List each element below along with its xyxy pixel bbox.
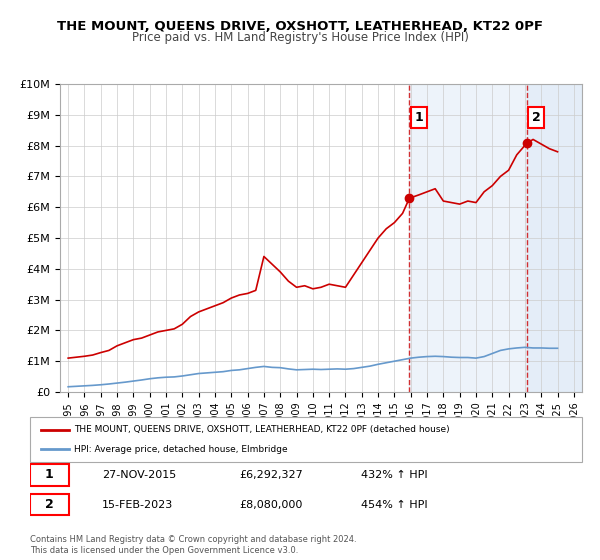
- Text: 1: 1: [415, 111, 423, 124]
- Text: £6,292,327: £6,292,327: [240, 470, 304, 480]
- Text: 15-FEB-2023: 15-FEB-2023: [102, 500, 173, 510]
- Text: 454% ↑ HPI: 454% ↑ HPI: [361, 500, 428, 510]
- Text: 1: 1: [45, 468, 53, 482]
- Text: THE MOUNT, QUEENS DRIVE, OXSHOTT, LEATHERHEAD, KT22 0PF (detached house): THE MOUNT, QUEENS DRIVE, OXSHOTT, LEATHE…: [74, 425, 450, 434]
- Text: Contains HM Land Registry data © Crown copyright and database right 2024.: Contains HM Land Registry data © Crown c…: [30, 535, 356, 544]
- Text: 2: 2: [532, 111, 541, 124]
- Text: £8,080,000: £8,080,000: [240, 500, 303, 510]
- Text: THE MOUNT, QUEENS DRIVE, OXSHOTT, LEATHERHEAD, KT22 0PF: THE MOUNT, QUEENS DRIVE, OXSHOTT, LEATHE…: [57, 20, 543, 32]
- Text: This data is licensed under the Open Government Licence v3.0.: This data is licensed under the Open Gov…: [30, 546, 298, 555]
- Bar: [527, 84, 582, 392]
- Text: 27-NOV-2015: 27-NOV-2015: [102, 470, 176, 480]
- FancyBboxPatch shape: [30, 494, 68, 515]
- Text: 2: 2: [45, 498, 53, 511]
- Bar: [409, 84, 582, 392]
- FancyBboxPatch shape: [30, 417, 582, 462]
- Text: HPI: Average price, detached house, Elmbridge: HPI: Average price, detached house, Elmb…: [74, 445, 288, 454]
- Text: Price paid vs. HM Land Registry's House Price Index (HPI): Price paid vs. HM Land Registry's House …: [131, 31, 469, 44]
- Text: 432% ↑ HPI: 432% ↑ HPI: [361, 470, 428, 480]
- FancyBboxPatch shape: [30, 464, 68, 486]
